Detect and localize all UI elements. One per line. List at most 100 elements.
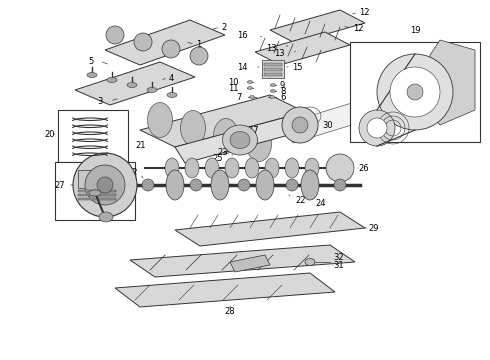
Text: 19: 19 <box>410 26 420 35</box>
Bar <box>264 68 282 71</box>
Ellipse shape <box>270 84 275 86</box>
Text: 22: 22 <box>127 167 138 176</box>
Ellipse shape <box>230 131 250 149</box>
Text: 26: 26 <box>358 163 368 172</box>
Circle shape <box>190 47 208 65</box>
Ellipse shape <box>334 179 346 191</box>
Text: 8: 8 <box>280 86 285 95</box>
Text: 5: 5 <box>89 57 94 66</box>
Ellipse shape <box>245 158 259 178</box>
Ellipse shape <box>305 158 319 178</box>
Bar <box>78 194 116 196</box>
Polygon shape <box>140 95 305 147</box>
Ellipse shape <box>285 158 299 178</box>
Ellipse shape <box>238 179 250 191</box>
Text: 14: 14 <box>238 63 248 72</box>
Ellipse shape <box>166 170 184 200</box>
Text: 18: 18 <box>372 117 383 126</box>
Ellipse shape <box>246 126 271 162</box>
Text: 11: 11 <box>228 84 239 93</box>
Bar <box>58 110 128 162</box>
Ellipse shape <box>107 77 117 82</box>
Text: 20: 20 <box>45 130 55 139</box>
Text: 32: 32 <box>333 253 343 262</box>
Circle shape <box>85 165 125 205</box>
Circle shape <box>377 54 453 130</box>
Ellipse shape <box>222 125 258 155</box>
Ellipse shape <box>265 158 279 178</box>
Polygon shape <box>255 32 350 65</box>
Text: 12: 12 <box>353 23 364 32</box>
Circle shape <box>367 118 387 138</box>
Text: 4: 4 <box>169 73 174 82</box>
Ellipse shape <box>99 212 113 222</box>
Text: 24: 24 <box>315 198 325 207</box>
Text: 16: 16 <box>237 31 248 40</box>
Text: 6: 6 <box>280 93 285 102</box>
Text: 1: 1 <box>196 40 201 49</box>
Bar <box>262 60 284 78</box>
Polygon shape <box>130 245 355 277</box>
Bar <box>78 198 116 200</box>
Text: 23: 23 <box>218 148 228 157</box>
Ellipse shape <box>214 118 239 153</box>
Text: 28: 28 <box>225 307 235 316</box>
Text: 31: 31 <box>333 261 343 270</box>
Ellipse shape <box>127 82 137 87</box>
Ellipse shape <box>89 190 101 196</box>
Ellipse shape <box>190 179 202 191</box>
Text: 10: 10 <box>228 77 239 86</box>
Text: 27: 27 <box>54 180 65 189</box>
Ellipse shape <box>286 179 298 191</box>
Ellipse shape <box>185 158 199 178</box>
Polygon shape <box>175 112 315 163</box>
Text: 22: 22 <box>295 195 305 204</box>
Text: 15: 15 <box>292 63 302 72</box>
Text: 12: 12 <box>359 8 369 17</box>
Text: 29: 29 <box>368 224 378 233</box>
Ellipse shape <box>165 158 179 178</box>
Bar <box>264 73 282 76</box>
Ellipse shape <box>87 72 97 77</box>
Polygon shape <box>280 102 368 143</box>
Text: 13: 13 <box>267 44 277 53</box>
Ellipse shape <box>147 87 157 93</box>
Ellipse shape <box>270 95 274 99</box>
Ellipse shape <box>247 86 252 90</box>
Bar <box>78 170 116 188</box>
Ellipse shape <box>247 81 252 84</box>
Ellipse shape <box>305 258 315 266</box>
Circle shape <box>106 26 124 44</box>
Polygon shape <box>175 212 365 246</box>
Circle shape <box>73 153 137 217</box>
Text: 7: 7 <box>237 93 242 102</box>
Circle shape <box>326 154 354 182</box>
Ellipse shape <box>270 90 275 93</box>
Bar <box>55 162 135 220</box>
Ellipse shape <box>211 170 229 200</box>
Ellipse shape <box>147 103 172 138</box>
Ellipse shape <box>301 170 319 200</box>
Circle shape <box>390 67 440 117</box>
Polygon shape <box>270 10 365 43</box>
Bar <box>350 42 480 142</box>
Text: 3: 3 <box>98 96 103 105</box>
Ellipse shape <box>167 93 177 98</box>
Ellipse shape <box>142 179 154 191</box>
Polygon shape <box>430 40 475 125</box>
Circle shape <box>282 107 318 143</box>
Text: 17: 17 <box>248 126 259 135</box>
Text: 2: 2 <box>221 23 226 32</box>
Polygon shape <box>230 255 270 272</box>
Polygon shape <box>115 273 335 307</box>
Ellipse shape <box>180 111 205 145</box>
Text: 9: 9 <box>280 81 285 90</box>
Polygon shape <box>75 62 195 105</box>
Ellipse shape <box>256 170 274 200</box>
Bar <box>78 190 116 192</box>
Circle shape <box>134 33 152 51</box>
Text: 25: 25 <box>212 153 222 162</box>
Text: 21: 21 <box>135 140 146 149</box>
Ellipse shape <box>205 158 219 178</box>
Circle shape <box>292 117 308 133</box>
